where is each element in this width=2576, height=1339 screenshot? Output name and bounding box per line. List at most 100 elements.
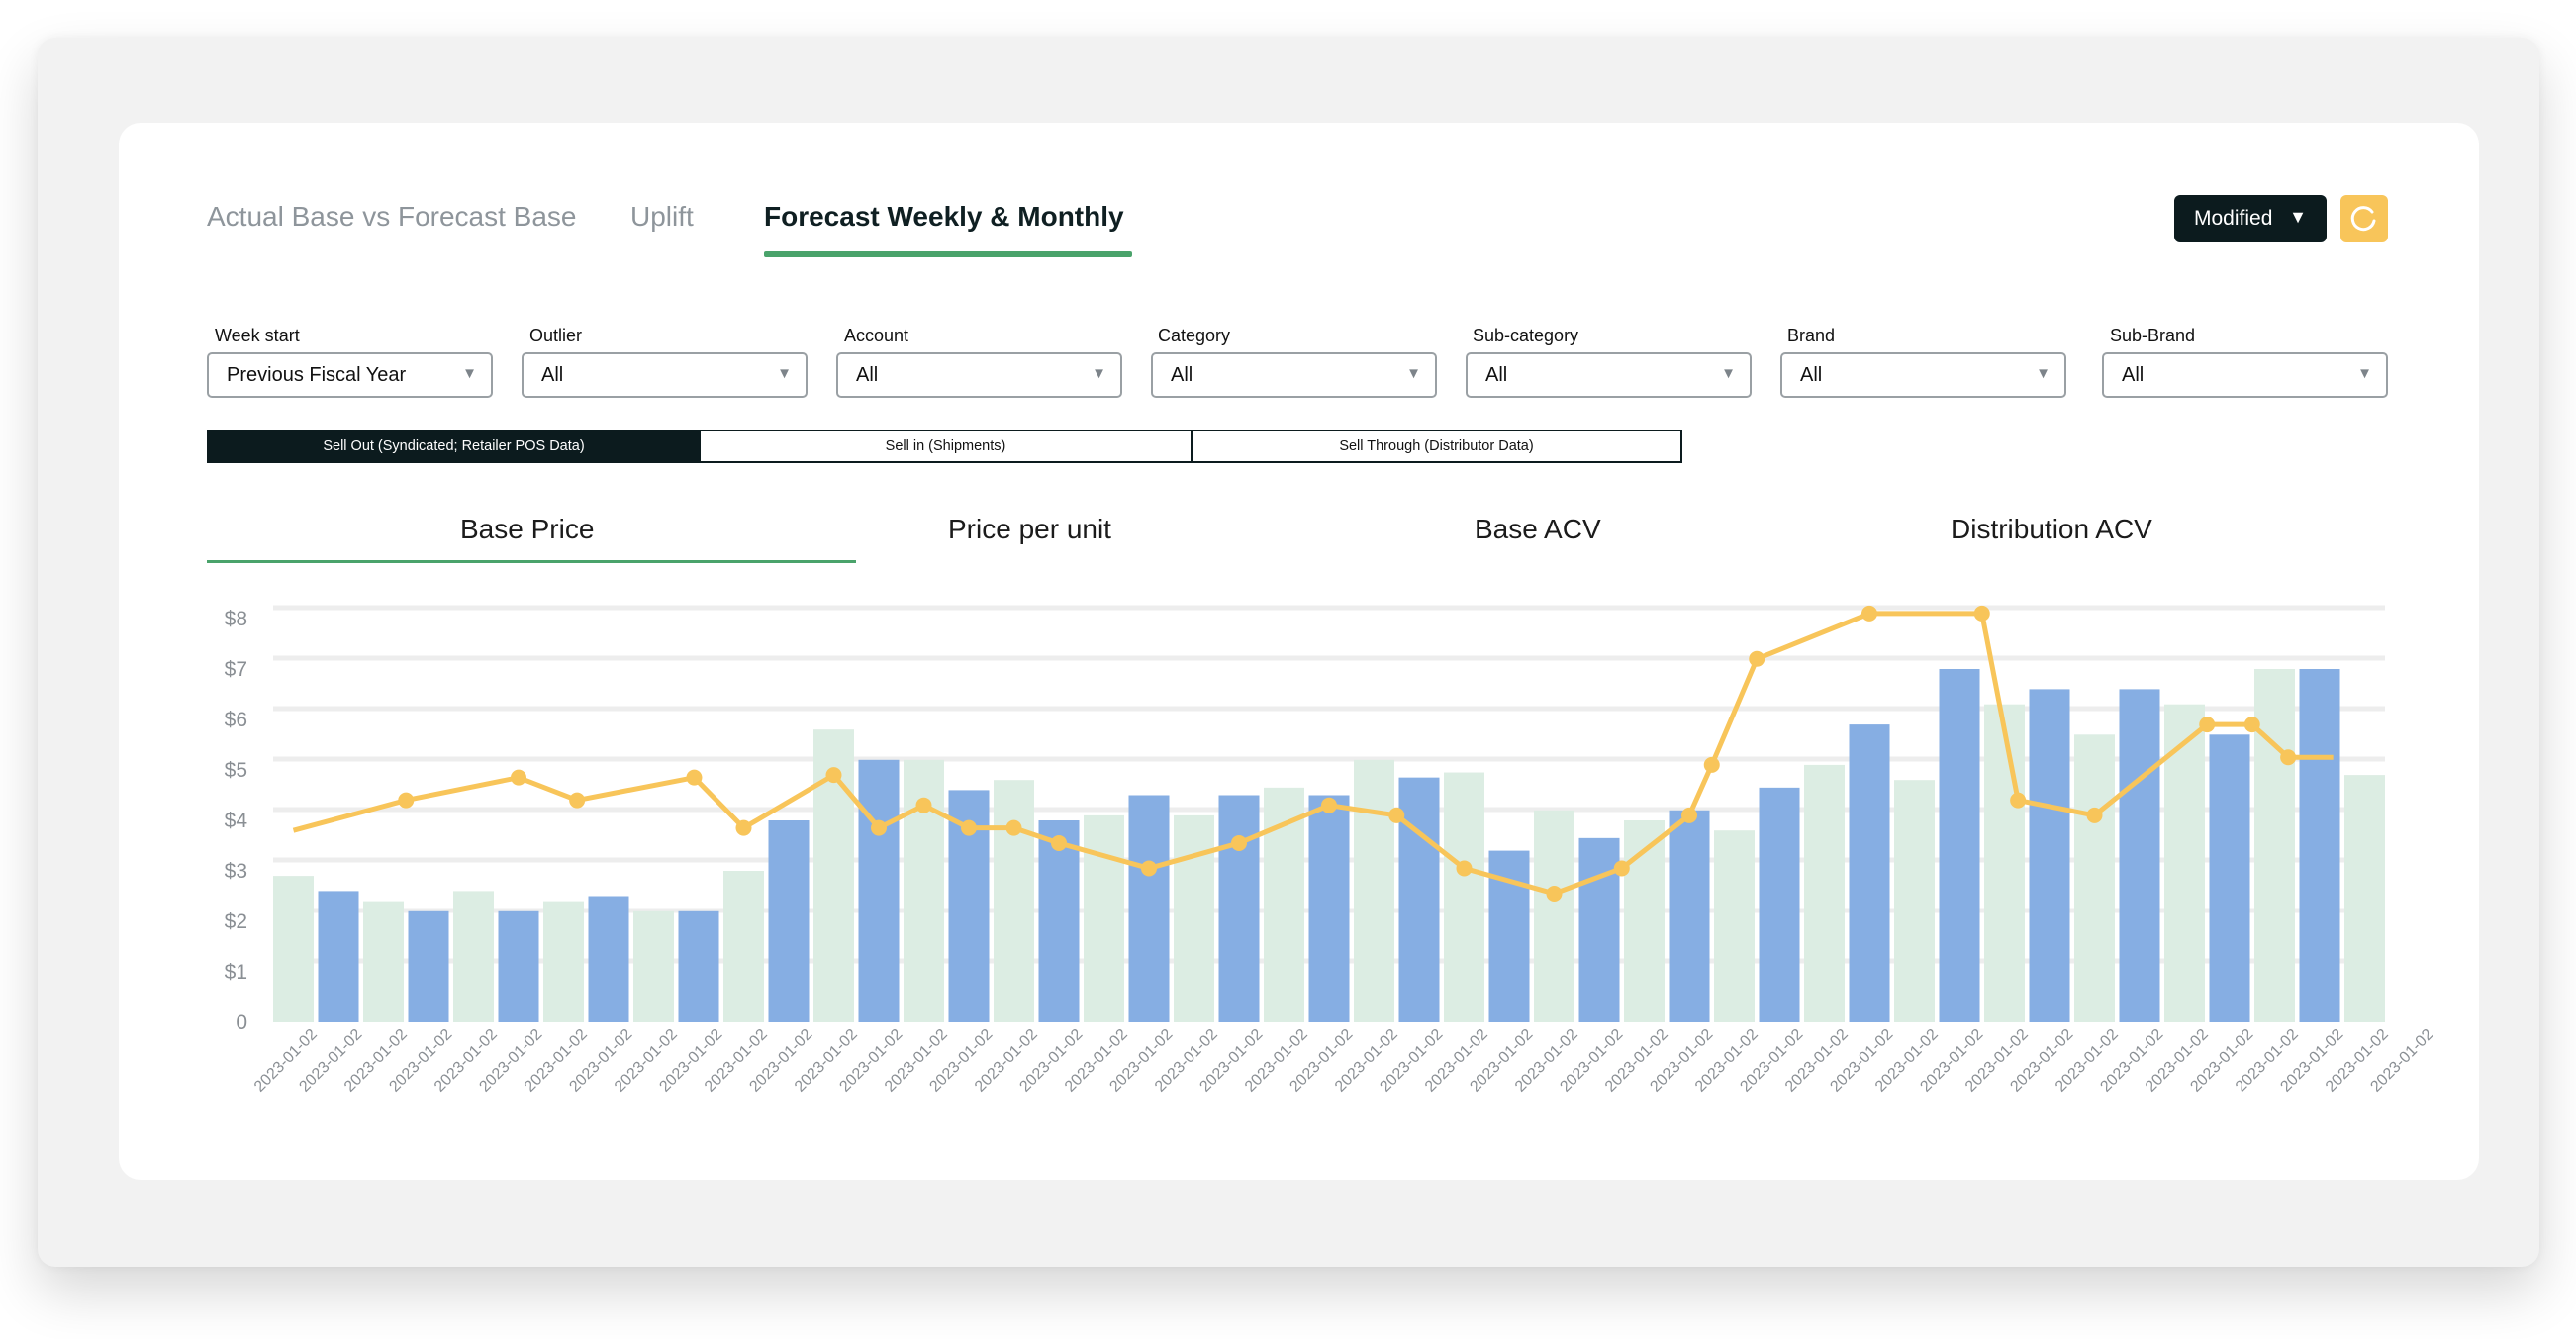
line-point[interactable] bbox=[961, 819, 977, 836]
filter-label-sub-category: Sub-category bbox=[1473, 326, 1579, 345]
line-point[interactable] bbox=[1141, 860, 1157, 877]
line-point[interactable] bbox=[511, 769, 526, 786]
outlier-select[interactable]: All ▼ bbox=[522, 352, 808, 398]
account-select[interactable]: All ▼ bbox=[836, 352, 1122, 398]
line-point[interactable] bbox=[569, 792, 586, 809]
bar[interactable] bbox=[768, 820, 810, 1022]
source-sell-out-button[interactable]: Sell Out (Syndicated; Retailer POS Data) bbox=[207, 430, 701, 463]
bar[interactable] bbox=[678, 910, 719, 1022]
line-point[interactable] bbox=[1613, 860, 1630, 877]
bar[interactable] bbox=[723, 871, 764, 1022]
modified-dropdown[interactable]: Modified ▼ bbox=[2174, 195, 2327, 242]
bar[interactable] bbox=[453, 891, 494, 1022]
bar[interactable] bbox=[1084, 814, 1124, 1022]
bar[interactable] bbox=[1578, 837, 1620, 1022]
line-point[interactable] bbox=[2280, 749, 2297, 766]
week-start-select[interactable]: Previous Fiscal Year ▼ bbox=[207, 352, 493, 398]
bar[interactable] bbox=[1534, 810, 1574, 1022]
line-point[interactable] bbox=[2086, 807, 2103, 823]
tab-forecast-weekly-monthly[interactable]: Forecast Weekly & Monthly bbox=[764, 201, 1124, 232]
bar[interactable] bbox=[1354, 759, 1394, 1022]
line-point[interactable] bbox=[1321, 797, 1337, 813]
bar[interactable] bbox=[1759, 787, 1800, 1022]
bar[interactable] bbox=[1444, 772, 1484, 1022]
bar[interactable] bbox=[2029, 689, 2070, 1022]
bar[interactable] bbox=[2164, 704, 2205, 1022]
line-point[interactable] bbox=[1681, 807, 1697, 823]
line-point[interactable] bbox=[1546, 885, 1563, 902]
line-point[interactable] bbox=[1861, 605, 1877, 622]
metric-tab-price-per-unit[interactable]: Price per unit bbox=[948, 514, 1111, 544]
metric-tab-base-acv[interactable]: Base ACV bbox=[1475, 514, 1601, 544]
line-point[interactable] bbox=[1703, 756, 1720, 773]
line-point[interactable] bbox=[1388, 807, 1405, 823]
bar[interactable] bbox=[1218, 795, 1260, 1023]
bar[interactable] bbox=[543, 901, 584, 1022]
line-point[interactable] bbox=[871, 819, 887, 836]
bar[interactable] bbox=[363, 901, 404, 1022]
bar[interactable] bbox=[633, 910, 674, 1022]
source-sell-through-button[interactable]: Sell Through (Distributor Data) bbox=[1191, 430, 1682, 463]
metric-tab-indicator bbox=[207, 560, 856, 563]
bar[interactable] bbox=[1984, 704, 2025, 1022]
line-point[interactable] bbox=[825, 767, 842, 784]
sub-category-value: All bbox=[1485, 364, 1508, 386]
chevron-down-icon: ▼ bbox=[1092, 365, 1106, 382]
bar[interactable] bbox=[1804, 764, 1845, 1022]
bar[interactable] bbox=[1714, 830, 1755, 1022]
tab-uplift[interactable]: Uplift bbox=[630, 201, 694, 232]
line-point[interactable] bbox=[1456, 860, 1473, 877]
bar[interactable] bbox=[858, 759, 900, 1022]
bar[interactable] bbox=[408, 910, 449, 1022]
bar[interactable] bbox=[2074, 734, 2115, 1022]
bar[interactable] bbox=[273, 876, 314, 1022]
line-point[interactable] bbox=[1005, 819, 1022, 836]
y-tick-label: $7 bbox=[225, 658, 247, 681]
sub-brand-select[interactable]: All ▼ bbox=[2102, 352, 2388, 398]
category-select[interactable]: All ▼ bbox=[1151, 352, 1437, 398]
filter-label-sub-brand: Sub-Brand bbox=[2110, 326, 2196, 345]
bar[interactable] bbox=[2254, 669, 2295, 1022]
bar[interactable] bbox=[1894, 780, 1935, 1022]
bar[interactable] bbox=[1128, 795, 1170, 1023]
bar[interactable] bbox=[1398, 777, 1440, 1022]
brand-select[interactable]: All ▼ bbox=[1780, 352, 2066, 398]
bar[interactable] bbox=[994, 780, 1034, 1022]
line-point[interactable] bbox=[2199, 717, 2216, 733]
bar[interactable] bbox=[1939, 669, 1980, 1022]
bar[interactable] bbox=[1849, 724, 1890, 1022]
source-sell-in-button[interactable]: Sell in (Shipments) bbox=[699, 430, 1193, 463]
line-point[interactable] bbox=[1749, 650, 1765, 667]
bar[interactable] bbox=[588, 896, 629, 1023]
bar[interactable] bbox=[1308, 795, 1350, 1023]
bar[interactable] bbox=[1174, 814, 1214, 1022]
chevron-down-icon: ▼ bbox=[2036, 365, 2051, 382]
bar[interactable] bbox=[2299, 669, 2340, 1022]
metric-tab-distribution-acv[interactable]: Distribution ACV bbox=[1951, 514, 2152, 544]
y-tick-label: $5 bbox=[225, 759, 247, 782]
metric-tab-base-price[interactable]: Base Price bbox=[460, 514, 595, 544]
bar[interactable] bbox=[318, 891, 359, 1022]
line-point[interactable] bbox=[686, 769, 703, 786]
y-tick-label: $6 bbox=[225, 709, 247, 731]
bar[interactable] bbox=[2344, 775, 2385, 1022]
bar[interactable] bbox=[2119, 689, 2160, 1022]
bar[interactable] bbox=[1624, 820, 1665, 1022]
line-point[interactable] bbox=[915, 797, 932, 813]
refresh-icon bbox=[2350, 206, 2376, 232]
line-point[interactable] bbox=[1973, 605, 1990, 622]
bar[interactable] bbox=[498, 910, 539, 1022]
bar[interactable] bbox=[2209, 734, 2250, 1022]
line-point[interactable] bbox=[2243, 717, 2260, 733]
line-point[interactable] bbox=[398, 792, 415, 809]
tab-actual-vs-forecast[interactable]: Actual Base vs Forecast Base bbox=[207, 201, 577, 232]
bar[interactable] bbox=[1669, 810, 1710, 1022]
line-point[interactable] bbox=[1231, 834, 1247, 851]
refresh-button[interactable] bbox=[2340, 195, 2388, 242]
line-point[interactable] bbox=[1051, 834, 1067, 851]
line-point[interactable] bbox=[735, 819, 752, 836]
line-point[interactable] bbox=[2010, 792, 2027, 809]
bar[interactable] bbox=[1038, 820, 1080, 1022]
sub-category-select[interactable]: All ▼ bbox=[1466, 352, 1752, 398]
